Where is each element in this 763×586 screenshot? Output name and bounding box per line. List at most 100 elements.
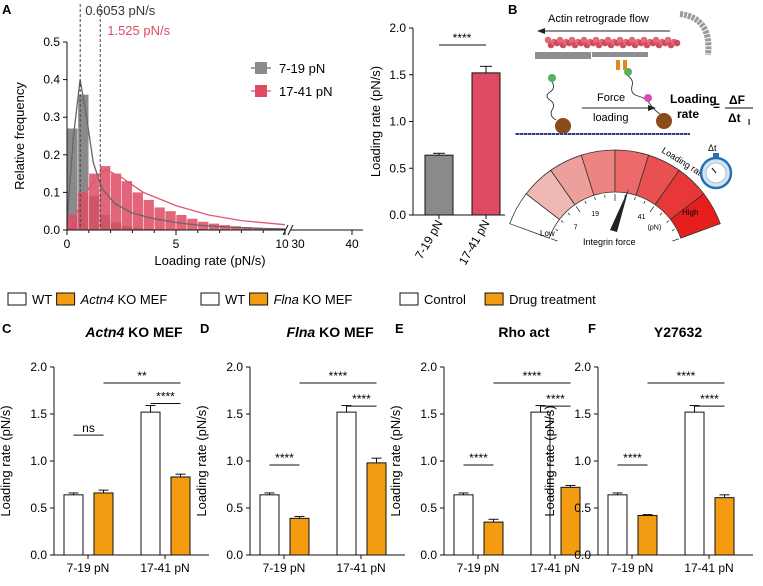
y-axis-label: Loading rate (pN/s) (368, 66, 383, 177)
panel-f-chart: Y27632 0.0 0.5 1.0 1.5 2.0 Loading rate (pN/s)… (542, 324, 753, 575)
gauge-tick-label: (pN) (648, 225, 662, 232)
x-tick-label: 10 (275, 237, 289, 251)
x-tick-label: 30 (291, 237, 305, 251)
gauge-segment (669, 193, 721, 239)
gauge-tick (672, 238, 680, 242)
force-label: Force (597, 92, 625, 104)
gauge-tick (659, 212, 663, 216)
equation-numerator: ΔF (729, 93, 745, 107)
histogram-bar (219, 225, 231, 230)
significance-label: **** (352, 392, 371, 406)
actin-bead (544, 36, 552, 44)
y-tick-label: 1.0 (574, 454, 591, 468)
legend-label: Actn4 KO MEF (80, 292, 168, 307)
significance-label: ** (137, 369, 147, 383)
gauge-tick-label: 19 (591, 211, 599, 218)
panel-label-a: A (2, 2, 12, 17)
x-tick-label: 7-19 pN (611, 561, 654, 575)
bar (63, 494, 84, 556)
legend-swatch (7, 292, 27, 306)
stopwatch-hand (711, 167, 717, 174)
legend-label: Flna KO MEF (274, 292, 353, 307)
legend-label: 17-41 pN (279, 84, 332, 99)
histogram-chart: 0.0 0.1 0.2 0.3 0.4 0.5 0 5 10 30 40 Loading rate (… (12, 3, 363, 268)
significance-label: **** (275, 451, 294, 465)
y-tick-label: 0.5 (420, 501, 437, 515)
flow-label: Actin retrograde flow (548, 13, 649, 25)
gauge-tick (594, 197, 596, 201)
gauge-xlabel: Integrin force (583, 237, 636, 247)
gauge-tick (671, 228, 675, 232)
legend-label: 7-19 pN (279, 61, 325, 76)
y-tick-label: 0.5 (30, 501, 47, 515)
x-tick-label: 5 (173, 237, 180, 251)
legend-label: Control (424, 292, 466, 307)
reference-line-label: 1.525 pN/s (107, 23, 170, 38)
gauge-low-label: Low (540, 229, 555, 238)
significance-label: **** (329, 369, 348, 383)
x-tick-label: 17-41 pN (336, 561, 385, 575)
legend-swatch (255, 62, 267, 74)
y-tick-label: 1.5 (389, 68, 406, 82)
fit-curve-7-19 (66, 79, 286, 230)
force-arrowhead (648, 105, 656, 111)
y-tick-label: 0.5 (43, 35, 60, 49)
y-axis-label: Loading rate (pN/s) (542, 405, 557, 516)
bar (424, 154, 454, 216)
orange-clamp-left (616, 60, 620, 70)
equation-word-1: Loading (670, 92, 717, 106)
chart-title: Rho act (498, 324, 550, 340)
y-tick-label: 1.5 (420, 407, 437, 421)
actin-filament (544, 36, 681, 49)
legend-label: Drug treatment (509, 292, 596, 307)
fluor-dot (644, 94, 652, 102)
histogram-bar (89, 173, 100, 230)
histogram-bar (67, 214, 78, 230)
significance-label: **** (700, 392, 719, 406)
schematic-diagram: Actin retrograde flow Force loading Load… (509, 11, 753, 247)
significance-label: **** (546, 392, 565, 406)
reference-line-label: 0.6053 pN/s (85, 3, 156, 18)
axis-break (287, 224, 294, 236)
y-tick-label: 0.3 (43, 110, 60, 124)
significance-label: **** (469, 451, 488, 465)
bar (607, 494, 628, 556)
y-tick-label: 1.0 (420, 454, 437, 468)
y-tick-label: 0.0 (226, 548, 243, 562)
gauge-tick (560, 220, 564, 223)
x-tick-label: 17-41 pN (530, 561, 579, 575)
y-tick-label: 0.2 (43, 148, 60, 162)
equation-word-2: rate (677, 107, 699, 121)
histogram-bar (165, 211, 176, 230)
bar (259, 494, 280, 556)
legend-swatch (484, 292, 504, 306)
significance-label: **** (623, 451, 642, 465)
membrane-anchor (535, 52, 591, 59)
stopwatch-label: Δt (708, 143, 717, 153)
y-tick-label: 1.5 (226, 407, 243, 421)
x-axis-label: Loading rate (pN/s) (154, 253, 265, 268)
chart-title: Y27632 (654, 324, 702, 340)
gauge-tick (649, 206, 655, 213)
histogram-bar (110, 173, 122, 230)
chart-title: Actn4 KO MEF (84, 324, 183, 340)
panel-label-b: B (508, 2, 517, 17)
bar (453, 494, 474, 556)
histogram-bar (143, 199, 154, 230)
panel-c-chart: Actn4 KO MEF 0.0 0.5 1.0 1.5 2.0 Loading rate … (0, 324, 209, 575)
significance-label: **** (156, 389, 175, 403)
gauge-tick (555, 228, 559, 232)
fit-curve-17-41 (66, 169, 286, 231)
orange-clamp-right (623, 60, 627, 70)
histogram-bar (154, 207, 165, 230)
histogram-bar (78, 192, 89, 230)
y-tick-label: 0.5 (574, 501, 591, 515)
x-tick-label: 17-41 pN (684, 561, 733, 575)
actin-bead (673, 39, 681, 47)
panel-d-chart: Flna KO MEF 0.0 0.5 1.0 1.5 2.0 Loading rate (… (194, 324, 405, 575)
integrin-left (548, 74, 556, 82)
legend-swatch (399, 292, 419, 306)
significance-label: **** (453, 31, 472, 45)
x-tick-label: 17-41 pN (140, 561, 189, 575)
